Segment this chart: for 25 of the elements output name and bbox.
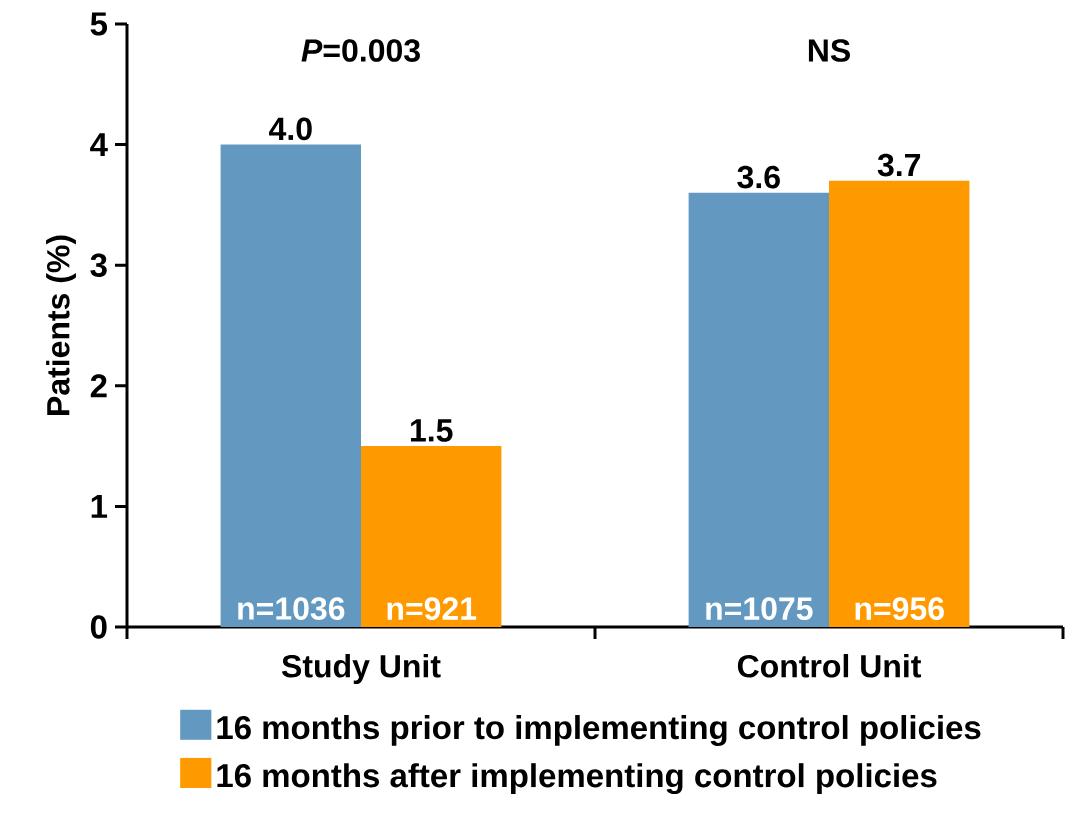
annotation: n=956 [855,597,944,620]
y-tick-label: 5 [90,12,108,36]
legend-label: 16 months prior to implementing control policies [217,715,981,746]
annotation: n=921 [387,597,477,620]
bar [361,446,502,627]
x-tick-label: Study Unit [281,654,441,684]
data-label: 3.6 [737,165,780,189]
data-label: 3.7 [877,153,921,177]
data-label: 4.0 [269,117,312,141]
y-tick-label: 3 [90,253,107,277]
y-tick-label: 4 [90,133,108,156]
legend-label: 16 months after implementing control policies [217,763,937,795]
y-tick-label: 1 [91,495,108,518]
data-label: 1.5 [410,419,453,442]
bar [688,192,830,627]
annotation: n=1075 [706,597,813,620]
y-tick-label: 0 [90,615,107,639]
annotation: P=0.003 [301,39,420,62]
annotation: n=1036 [238,597,345,620]
y-tick-label: 2 [90,374,107,398]
x-tick-label: Control Unit [737,654,922,678]
annotation: NS [808,39,850,62]
bar [220,144,361,627]
y-axis-title: Patients (%) [46,235,76,415]
bar [829,180,970,627]
